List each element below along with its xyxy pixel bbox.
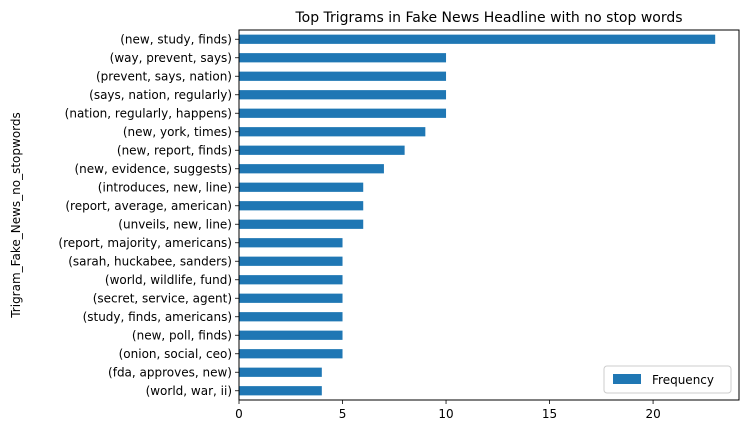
- bar: [239, 312, 343, 322]
- bar: [239, 201, 364, 211]
- y-tick-label: (new, york, times): [123, 125, 232, 139]
- x-tick-label: 5: [339, 407, 347, 421]
- y-tick-label: (fda, approves, new): [108, 365, 232, 379]
- bar: [239, 367, 322, 377]
- plot-frame: [238, 29, 740, 401]
- y-tick-label: (study, finds, americans): [83, 310, 232, 324]
- y-tick-label: (new, study, finds): [120, 32, 232, 46]
- x-tick-label: 15: [542, 407, 557, 421]
- y-tick-label: (world, wildlife, fund): [105, 273, 232, 287]
- y-tick-label: (world, war, ii): [146, 384, 232, 398]
- x-tick-group: 0 5 10 15 20: [235, 400, 661, 421]
- bar: [239, 238, 343, 248]
- bar: [239, 256, 343, 266]
- bar: [239, 182, 364, 192]
- bar: [239, 293, 343, 303]
- legend-swatch: [613, 374, 641, 384]
- y-tick-label: (introduces, new, line): [98, 180, 232, 194]
- x-tick-label: 0: [235, 407, 243, 421]
- y-tick-label: (nation, regularly, happens): [65, 106, 232, 120]
- y-tick-label: (unveils, new, line): [118, 217, 232, 231]
- y-tick-label: (secret, service, agent): [93, 291, 232, 305]
- bar: [239, 145, 405, 155]
- bar: [239, 164, 384, 174]
- bar: [239, 71, 447, 81]
- y-tick-label: (new, evidence, suggests): [74, 162, 232, 176]
- bar: [239, 330, 343, 340]
- bars-group: [239, 34, 716, 396]
- bar: [239, 127, 426, 137]
- y-tick-label: (onion, social, ceo): [119, 347, 232, 361]
- bar: [239, 386, 322, 396]
- bar: [239, 34, 716, 44]
- y-tick-label: (says, nation, regularly): [89, 88, 232, 102]
- bar: [239, 275, 343, 285]
- y-tick-group: (new, study, finds) (way, prevent, says) (…: [58, 32, 239, 398]
- y-axis-label: Trigram_Fake_News_no_stopwords: [9, 112, 23, 319]
- bar: [239, 90, 447, 100]
- x-tick-label: 20: [645, 407, 660, 421]
- x-tick-label: 10: [438, 407, 453, 421]
- y-tick-label: (report, majority, americans): [58, 236, 232, 250]
- y-tick-label: (way, prevent, says): [110, 51, 232, 65]
- legend-box: [603, 365, 732, 394]
- bar: [239, 219, 364, 229]
- y-tick-label: (report, average, american): [65, 199, 232, 213]
- y-tick-label: (sarah, huckabee, sanders): [68, 254, 232, 268]
- bar: [239, 53, 447, 63]
- chart-title: Top Trigrams in Fake News Headline with …: [294, 10, 682, 26]
- y-tick-label: (new, poll, finds): [132, 328, 232, 342]
- legend: Frequency: [603, 365, 732, 394]
- y-tick-label: (prevent, says, nation): [96, 69, 232, 83]
- bar: [239, 108, 447, 118]
- bar: [239, 349, 343, 359]
- y-tick-label: (new, report, finds): [117, 143, 232, 157]
- legend-label: Frequency: [652, 373, 714, 387]
